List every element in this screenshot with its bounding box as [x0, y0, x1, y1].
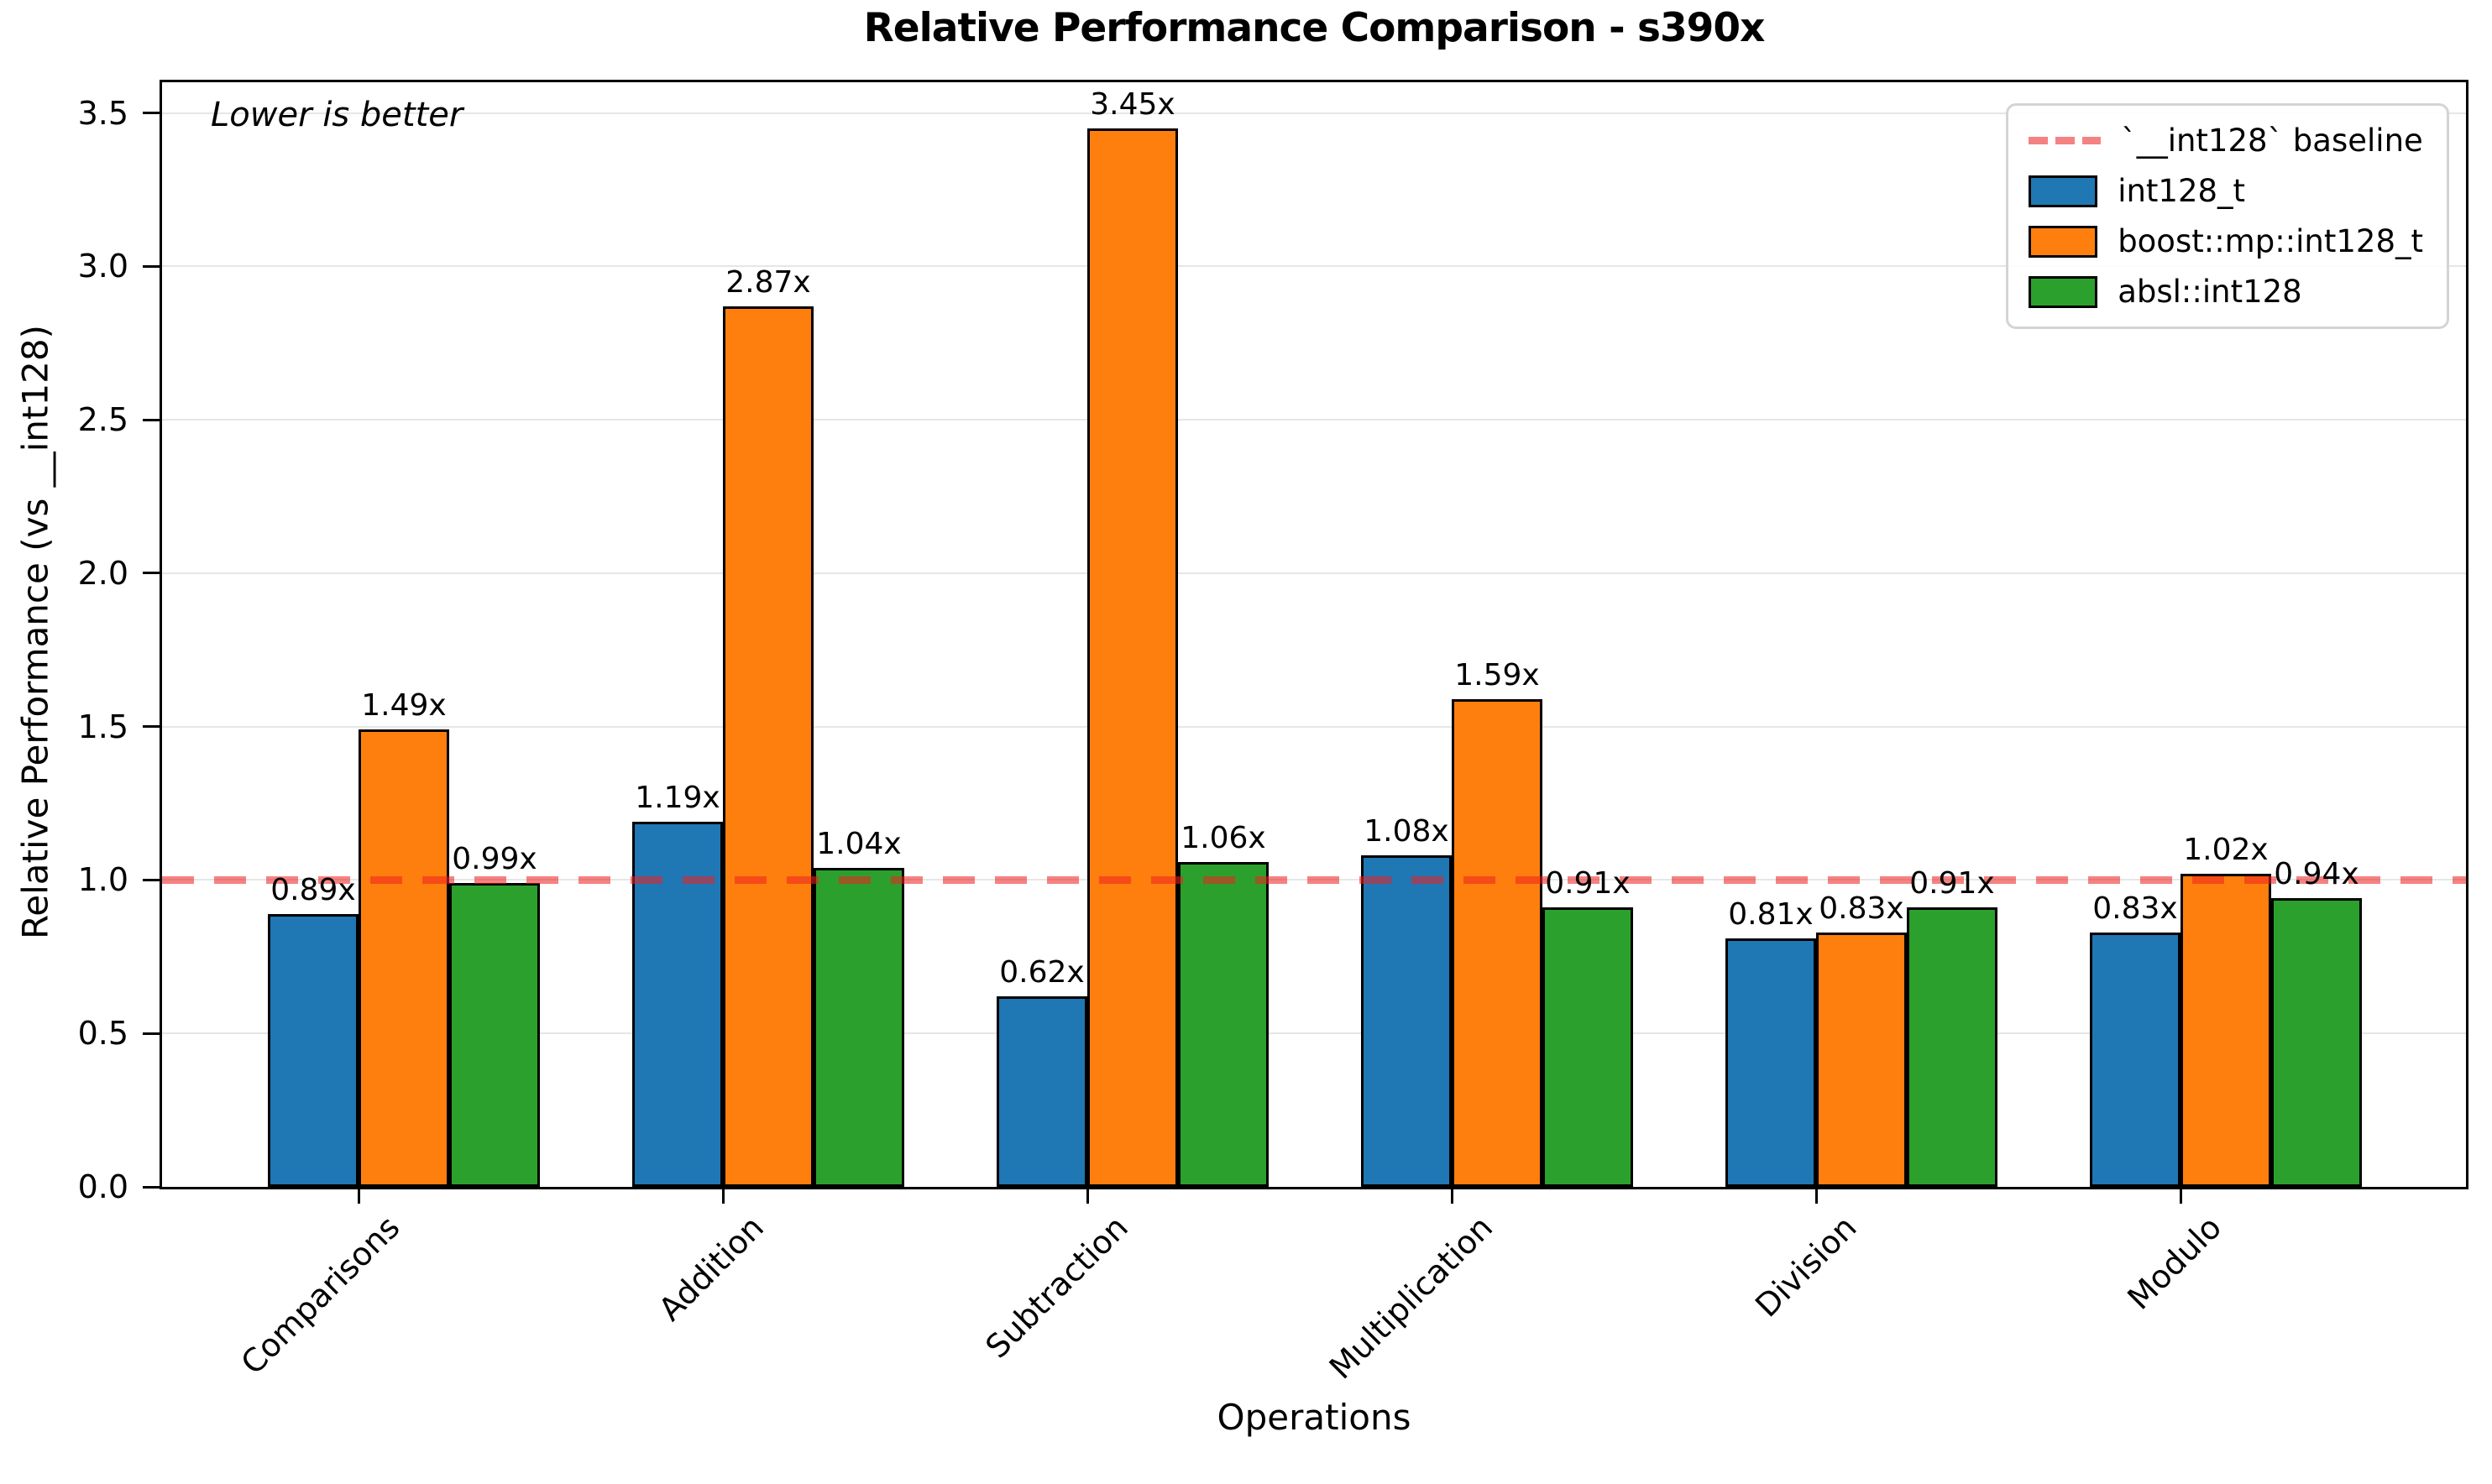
bar-int128_t-Subtraction — [997, 996, 1087, 1187]
y-tick-mark — [143, 1032, 160, 1035]
y-tick-mark — [143, 264, 160, 268]
bar-value-label: 3.45x — [1090, 86, 1175, 122]
bar-value-label: 1.08x — [1364, 814, 1449, 849]
bar-value-label: 1.02x — [2183, 833, 2269, 868]
bar-int128_t-Division — [1725, 938, 1816, 1187]
legend-label: boost::mp::int128_t — [2118, 223, 2423, 259]
bar-boost::mp::int128_t-Modulo — [2180, 874, 2271, 1187]
legend-label: absl::int128 — [2118, 274, 2302, 310]
baseline-dashed-line — [162, 875, 2466, 884]
y-tick-mark — [143, 1185, 160, 1189]
gridline — [162, 725, 2466, 728]
bar-value-label: 1.59x — [1454, 657, 1540, 692]
x-tick-label-Multiplication: Multiplication — [1322, 1209, 1500, 1387]
bar-boost::mp::int128_t-Division — [1816, 932, 1907, 1187]
chart-title: Relative Performance Comparison - s390x — [863, 5, 1766, 51]
x-tick-mark — [1814, 1187, 1818, 1204]
bar-absl::int128-Modulo — [2271, 898, 2362, 1187]
legend-label: `__int128` baseline — [2121, 123, 2423, 159]
y-tick-label: 1.0 — [77, 861, 128, 899]
y-tick-label: 0.5 — [77, 1015, 128, 1053]
y-tick-label: 0.0 — [77, 1168, 128, 1205]
gridline — [162, 419, 2466, 421]
bar-value-label: 0.83x — [1819, 891, 1904, 926]
x-tick-label-Division: Division — [1748, 1209, 1865, 1325]
legend-color-swatch — [2029, 175, 2098, 207]
x-tick-label-Subtraction: Subtraction — [978, 1209, 1136, 1366]
bar-int128_t-Comparisons — [268, 913, 359, 1187]
bar-value-label: 0.91x — [1909, 866, 1995, 901]
y-tick-label: 2.5 — [77, 401, 128, 439]
bar-value-label: 0.91x — [1545, 866, 1631, 901]
y-tick-label: 3.5 — [77, 94, 128, 132]
gridline — [162, 265, 2466, 268]
bar-absl::int128-Comparisons — [449, 883, 540, 1187]
bar-value-label: 1.19x — [635, 781, 720, 815]
x-tick-mark — [2179, 1187, 2182, 1204]
y-tick-mark — [143, 725, 160, 729]
gridline — [162, 1032, 2466, 1035]
gridline — [162, 572, 2466, 574]
y-tick-label: 3.0 — [77, 248, 128, 285]
x-tick-label-Addition: Addition — [652, 1209, 772, 1329]
bar-value-label: 0.81x — [1728, 896, 1814, 932]
legend-label: int128_t — [2118, 173, 2246, 209]
legend-row: absl::int128 — [2029, 274, 2423, 310]
y-tick-label: 2.0 — [77, 554, 128, 592]
y-tick-mark — [143, 878, 160, 881]
bar-boost::mp::int128_t-Subtraction — [1087, 128, 1178, 1187]
bar-value-label: 1.06x — [1181, 820, 1266, 855]
bar-absl::int128-Subtraction — [1178, 861, 1269, 1187]
bar-value-label: 0.62x — [999, 955, 1085, 990]
y-tick-mark — [143, 572, 160, 575]
x-tick-label-Modulo: Modulo — [2120, 1209, 2229, 1317]
bar-boost::mp::int128_t-Addition — [723, 306, 814, 1187]
lower-is-better-annotation: Lower is better — [211, 96, 463, 134]
legend-row: `__int128` baseline — [2029, 123, 2423, 159]
legend-row: int128_t — [2029, 173, 2423, 209]
bar-value-label: 0.89x — [270, 872, 356, 907]
bar-boost::mp::int128_t-Multiplication — [1452, 698, 1542, 1187]
y-tick-mark — [143, 112, 160, 115]
bar-boost::mp::int128_t-Comparisons — [359, 729, 449, 1187]
bar-absl::int128-Multiplication — [1542, 907, 1633, 1187]
bar-value-label: 0.99x — [452, 842, 537, 877]
x-tick-mark — [1450, 1187, 1453, 1204]
bar-value-label: 0.94x — [2274, 857, 2359, 892]
x-tick-mark — [721, 1187, 725, 1204]
bar-value-label: 1.04x — [816, 826, 902, 861]
legend-color-swatch — [2029, 225, 2098, 258]
bar-value-label: 0.83x — [2092, 891, 2178, 926]
bar-int128_t-Modulo — [2090, 932, 2180, 1187]
legend-dashed-line-swatch — [2029, 137, 2102, 144]
y-tick-mark — [143, 418, 160, 421]
legend-color-swatch — [2029, 275, 2098, 308]
bar-int128_t-Multiplication — [1361, 855, 1452, 1187]
y-tick-label: 1.5 — [77, 708, 128, 745]
x-axis-label: Operations — [1217, 1397, 1411, 1438]
gridline — [162, 112, 2466, 114]
bar-absl::int128-Division — [1907, 907, 1997, 1187]
x-tick-label-Comparisons: Comparisons — [233, 1209, 407, 1382]
bar-value-label: 1.49x — [361, 688, 447, 724]
bar-value-label: 2.87x — [725, 264, 811, 300]
x-tick-mark — [1086, 1187, 1089, 1204]
x-tick-mark — [357, 1187, 360, 1204]
bar-absl::int128-Addition — [814, 867, 904, 1187]
legend-row: boost::mp::int128_t — [2029, 223, 2423, 259]
